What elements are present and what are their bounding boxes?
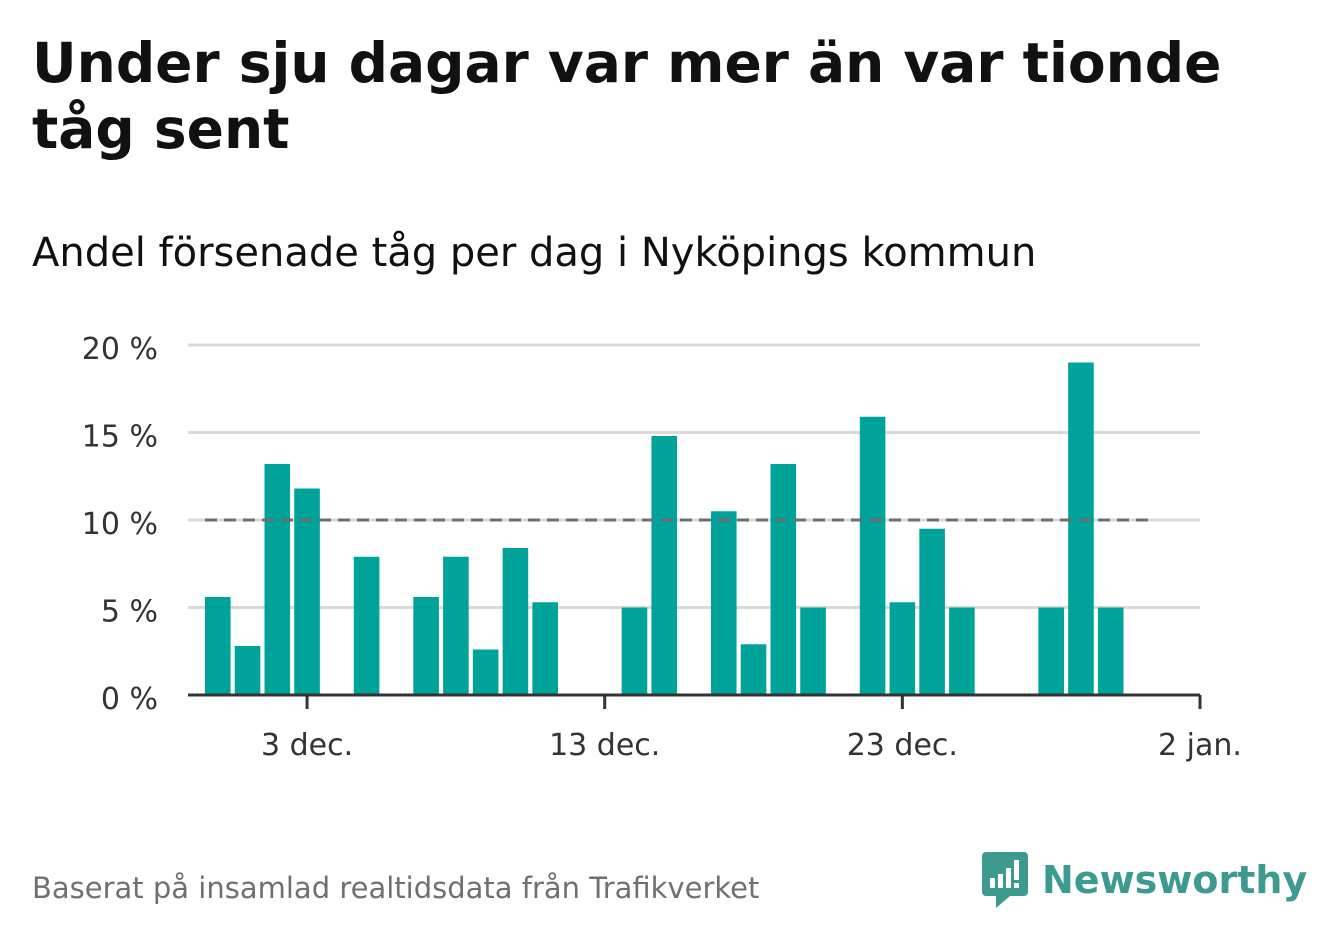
- axes: [188, 693, 1202, 709]
- y-tick-label: 0 %: [101, 682, 158, 717]
- bar: [621, 607, 648, 695]
- bar: [502, 548, 529, 695]
- bar: [353, 556, 380, 695]
- bar: [264, 464, 291, 695]
- y-tick-label: 15 %: [82, 420, 158, 455]
- chart-subtitle: Andel försenade tåg per dag i Nyköpings …: [32, 230, 1037, 276]
- chart-title: Under sju dagar var mer än var tionde tå…: [32, 31, 1222, 161]
- brand-name: Newsworthy: [1042, 858, 1308, 902]
- bars: [204, 362, 1124, 695]
- y-tick-label: 10 %: [82, 507, 158, 542]
- bar: [859, 416, 886, 695]
- bar: [413, 597, 439, 695]
- bar: [1068, 362, 1094, 695]
- bar: [294, 488, 320, 695]
- x-tick-label: 13 dec.: [549, 728, 660, 763]
- y-tick-label: 5 %: [101, 595, 158, 630]
- bar: [443, 556, 469, 695]
- x-tick-label: 3 dec.: [261, 728, 353, 763]
- bar: [740, 644, 767, 695]
- bar: [710, 511, 737, 695]
- bar: [204, 597, 231, 695]
- bar: [234, 646, 261, 695]
- newsworthy-logo-icon: [982, 852, 1028, 908]
- grid-lines: [188, 343, 1200, 609]
- x-tick-label: 23 dec.: [847, 728, 958, 763]
- x-tick-label: 2 jan.: [1158, 728, 1242, 763]
- bar: [1038, 607, 1064, 695]
- bar: [919, 528, 945, 695]
- bar: [800, 607, 826, 695]
- bar: [949, 607, 975, 695]
- bar: [472, 649, 499, 695]
- y-tick-label: 20 %: [82, 332, 158, 367]
- bar-chart: 0 % 5 % 10 % 15 % 20 % 3 dec. 13 dec. 23 dec. 2 …: [82, 332, 1242, 763]
- bar: [889, 602, 916, 695]
- tick-labels: 0 % 5 % 10 % 15 % 20 % 3 dec. 13 dec. 23 dec. 2 …: [82, 332, 1242, 763]
- source-note: Baserat på insamlad realtidsdata från Tr…: [32, 871, 760, 905]
- bar: [1097, 607, 1124, 695]
- bar: [651, 436, 678, 695]
- newsworthy-logo: Newsworthy: [980, 850, 1307, 910]
- bar: [770, 464, 797, 695]
- bar: [532, 602, 558, 695]
